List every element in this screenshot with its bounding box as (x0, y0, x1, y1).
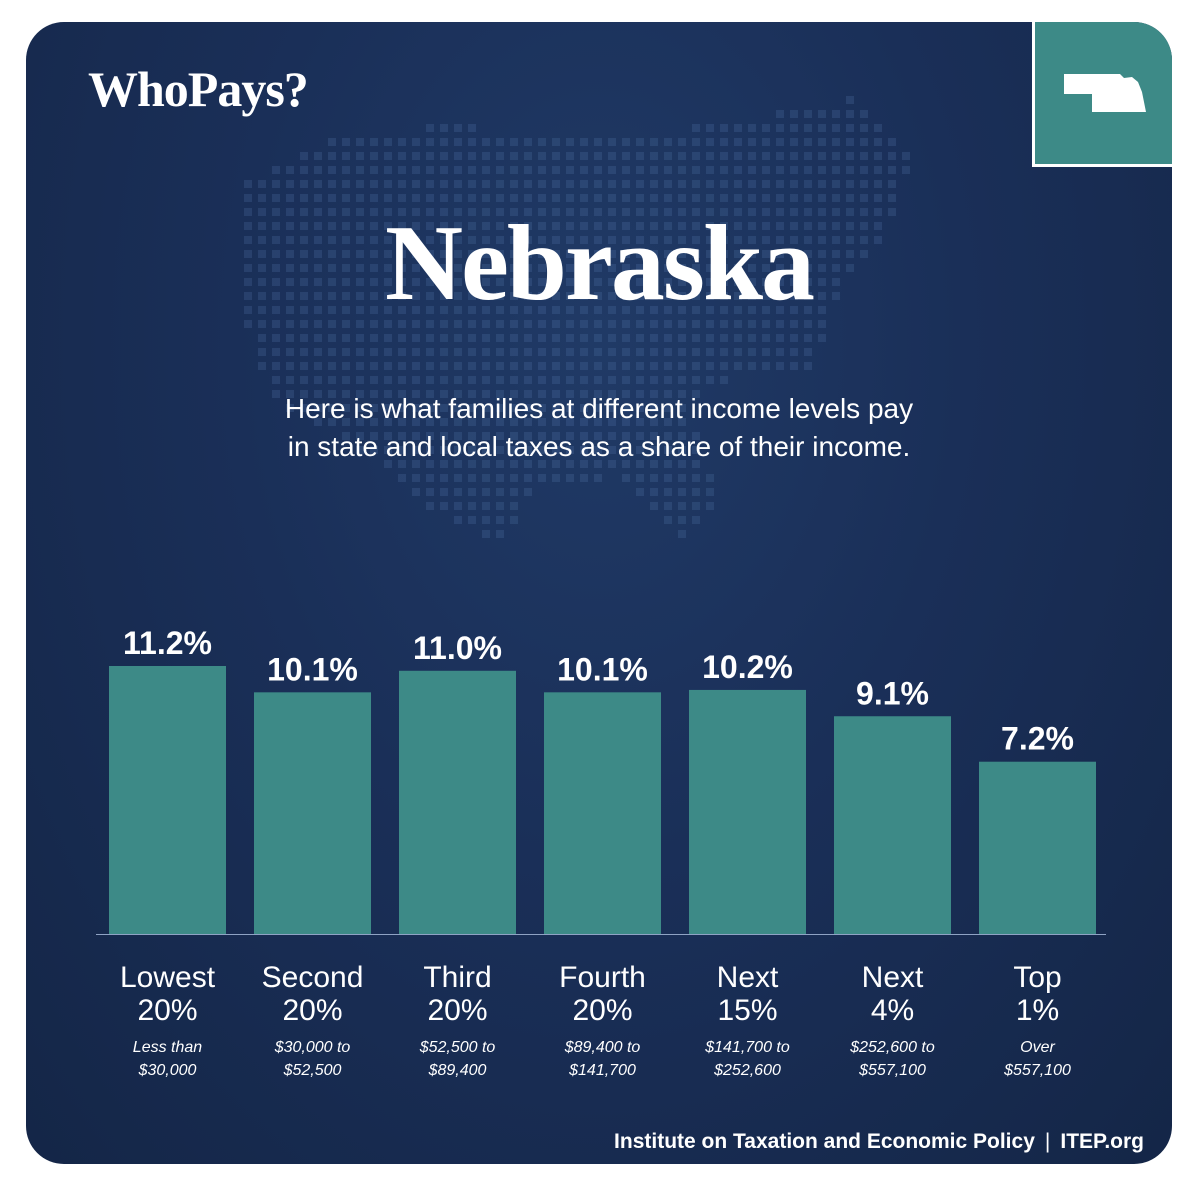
bar-value-label: 11.0% (413, 630, 502, 666)
category-label: Third (423, 961, 491, 994)
category-share-label: 1% (1016, 994, 1059, 1027)
category-share-label: 4% (871, 994, 914, 1027)
income-range-label: Less than (133, 1039, 202, 1056)
source-name: Institute on Taxation and Economic Polic… (614, 1130, 1035, 1153)
source-credit: Institute on Taxation and Economic Polic… (614, 1130, 1144, 1154)
income-range-label: $89,400 to (564, 1039, 641, 1056)
bar-value-label: 10.1% (557, 651, 648, 687)
source-separator: | (1044, 1130, 1051, 1153)
bar (399, 670, 516, 934)
bar-value-label: 10.2% (702, 649, 793, 685)
income-range-label: $30,000 (138, 1062, 197, 1079)
state-title: Nebraska (384, 204, 815, 323)
bar-value-label: 10.1% (267, 651, 358, 687)
income-range-label: $252,600 to (849, 1039, 935, 1056)
source-site: ITEP.org (1060, 1130, 1144, 1153)
bar (254, 692, 371, 934)
us-map-dots (244, 96, 910, 538)
income-range-label: Over (1020, 1039, 1055, 1056)
bar (834, 716, 951, 934)
category-share-label: 20% (282, 994, 342, 1027)
category-label: Next (717, 961, 779, 994)
bar-value-label: 9.1% (856, 675, 929, 711)
bar (689, 689, 806, 934)
bar (544, 692, 661, 934)
category-share-label: 15% (717, 994, 777, 1027)
category-label: Lowest (120, 961, 216, 994)
nebraska-outline-icon (1064, 74, 1146, 112)
income-range-label: $52,500 (283, 1062, 342, 1079)
category-label: Fourth (559, 961, 646, 994)
subtitle-line-1: Here is what families at different incom… (284, 393, 914, 424)
income-range-label: $30,000 to (274, 1039, 351, 1056)
category-label: Next (862, 961, 924, 994)
subtitle-line-2: in state and local taxes as a share of t… (287, 431, 911, 462)
income-range-label: $89,400 (428, 1062, 487, 1079)
bar (979, 761, 1096, 934)
income-range-label: $141,700 to (704, 1039, 790, 1056)
category-label: Top (1013, 961, 1061, 994)
subtitle: Here is what families at different incom… (26, 390, 1172, 466)
category-share-label: 20% (572, 994, 632, 1027)
bar-value-label: 7.2% (1001, 721, 1074, 757)
income-range-label: $252,600 (713, 1062, 781, 1079)
income-range-label: $141,700 (568, 1062, 636, 1079)
brand-logo: WhoPays? (88, 61, 309, 117)
state-outline-badge (1032, 22, 1172, 167)
bar-value-label: 11.2% (123, 625, 212, 661)
income-range-label: $52,500 to (419, 1039, 496, 1056)
income-range-label: $557,100 (858, 1062, 926, 1079)
bar (109, 666, 226, 934)
infographic-card: WhoPays? Nebraska Here is what families … (26, 22, 1172, 1164)
category-label: Second (262, 961, 364, 994)
category-share-label: 20% (137, 994, 197, 1027)
income-range-label: $557,100 (1003, 1062, 1071, 1079)
category-share-label: 20% (427, 994, 487, 1027)
